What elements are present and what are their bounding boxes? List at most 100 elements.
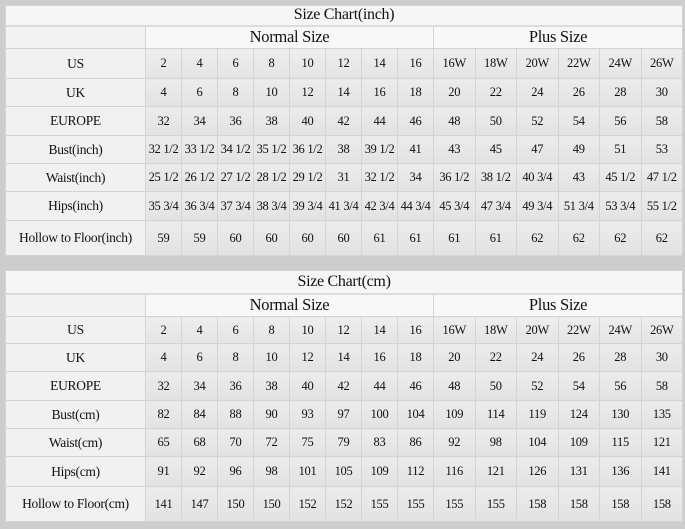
table-cell: 61 <box>433 220 476 256</box>
table-cell: 84 <box>181 400 218 429</box>
table-cell: 38 1/2 <box>474 163 517 192</box>
title-row: Size Chart(inch) <box>4 5 684 27</box>
table-cell: 38 <box>253 106 290 136</box>
table-row: UK 4 6 8 10 12 14 16 18 20 22 24 26 28 30 <box>5 78 684 107</box>
size-header-cell: 12 <box>325 48 362 79</box>
table-cell: 32 <box>145 371 182 401</box>
table-cell: 158 <box>640 486 684 522</box>
size-header-cell: 4 <box>181 48 218 79</box>
table-cell: 60 <box>217 220 254 256</box>
table-cell: 98 <box>474 428 517 457</box>
size-header-cell: 6 <box>217 48 254 79</box>
group-plus-size: Plus Size <box>432 25 684 49</box>
row-label: Bust(cm) <box>5 400 146 429</box>
table-cell: 33 1/2 <box>181 135 218 164</box>
corner-cell <box>5 25 146 49</box>
table-cell: 62 <box>516 220 559 256</box>
row-label: Hips(cm) <box>5 456 146 487</box>
table-cell: 39 3/4 <box>289 191 326 221</box>
table-row: US 2 4 6 8 10 12 14 16 16W 18W 20W 22W 24W 26W <box>5 316 684 344</box>
table-cell: 24 <box>516 78 559 107</box>
size-header-cell: 14 <box>361 48 398 79</box>
table-cell: 31 <box>325 163 362 192</box>
group-plus-size: Plus Size <box>432 293 684 317</box>
group-header-row: Normal Size Plus Size <box>5 293 684 317</box>
table-row: Hips(inch) 35 3/4 36 3/4 37 3/4 38 3/4 39 3/4… <box>5 191 684 221</box>
table-cell: 152 <box>325 486 362 522</box>
table-cell: 61 <box>474 220 517 256</box>
table-cell: 90 <box>253 400 290 429</box>
table-cell: 48 <box>433 371 476 401</box>
table-row: Waist(inch) 25 1/2 26 1/2 27 1/2 28 1/2 29 1/… <box>5 163 684 192</box>
table-cell: 88 <box>217 400 254 429</box>
row-label: Waist(cm) <box>5 428 146 457</box>
table-cell: 38 <box>325 135 362 164</box>
corner-cell <box>5 293 146 317</box>
table-cell: 18 <box>397 78 434 107</box>
row-label: Hips(inch) <box>5 191 146 221</box>
size-chart-inch: Size Chart(inch) Normal Size Plus Size US 2 4… <box>4 5 684 256</box>
table-cell: 158 <box>599 486 642 522</box>
table-cell: 53 3/4 <box>599 191 642 221</box>
table-cell: 36 <box>217 106 254 136</box>
table-cell: 36 1/2 <box>289 135 326 164</box>
group-header-row: Normal Size Plus Size <box>5 25 684 49</box>
size-header-cell: 2 <box>145 48 182 79</box>
size-header-cell: 20W <box>516 316 559 344</box>
table-cell: 44 <box>361 106 398 136</box>
table-cell: 58 <box>640 106 684 136</box>
table-cell: 136 <box>599 456 642 487</box>
table-cell: 115 <box>599 428 642 457</box>
table-cell: 20 <box>433 78 476 107</box>
size-header-cell: 16W <box>433 48 476 79</box>
table-cell: 72 <box>253 428 290 457</box>
table-cell: 26 <box>557 343 600 372</box>
table-cell: 22 <box>474 343 517 372</box>
table-cell: 35 3/4 <box>145 191 182 221</box>
table-cell: 51 <box>599 135 642 164</box>
chart-title: Size Chart(cm) <box>4 270 684 295</box>
table-cell: 14 <box>325 343 362 372</box>
table-cell: 40 <box>289 106 326 136</box>
table-cell: 62 <box>640 220 684 256</box>
table-cell: 121 <box>640 428 684 457</box>
table-cell: 62 <box>557 220 600 256</box>
table-cell: 45 <box>474 135 517 164</box>
table-cell: 62 <box>599 220 642 256</box>
table-cell: 75 <box>289 428 326 457</box>
table-cell: 42 3/4 <box>361 191 398 221</box>
table-cell: 8 <box>217 343 254 372</box>
table-cell: 58 <box>640 371 684 401</box>
table-cell: 50 <box>474 371 517 401</box>
size-header-cell: 16 <box>397 48 434 79</box>
table-cell: 6 <box>181 78 218 107</box>
row-label: Waist(inch) <box>5 163 146 192</box>
row-label: US <box>5 48 146 79</box>
table-cell: 109 <box>361 456 398 487</box>
table-cell: 135 <box>640 400 684 429</box>
table-row: Hollow to Floor(cm) 141 147 150 150 152 152 155… <box>5 486 684 522</box>
table-cell: 86 <box>397 428 434 457</box>
table-cell: 82 <box>145 400 182 429</box>
table-cell: 104 <box>397 400 434 429</box>
size-header-cell: 20W <box>516 48 559 79</box>
table-cell: 105 <box>325 456 362 487</box>
table-cell: 49 <box>557 135 600 164</box>
size-header-cell: 14 <box>361 316 398 344</box>
table-cell: 44 3/4 <box>397 191 434 221</box>
table-cell: 59 <box>181 220 218 256</box>
table-cell: 112 <box>397 456 434 487</box>
size-header-cell: 22W <box>557 48 600 79</box>
table-cell: 52 <box>516 106 559 136</box>
group-normal-size: Normal Size <box>145 25 434 49</box>
row-label: EUROPE <box>5 371 146 401</box>
table-cell: 50 <box>474 106 517 136</box>
table-cell: 34 <box>181 371 218 401</box>
table-cell: 60 <box>289 220 326 256</box>
table-cell: 30 <box>640 78 684 107</box>
size-chart-cm: Size Chart(cm) Normal Size Plus Size US 2 4 6 8… <box>4 270 684 522</box>
table-cell: 119 <box>516 400 559 429</box>
table-cell: 6 <box>181 343 218 372</box>
table-cell: 93 <box>289 400 326 429</box>
table-cell: 131 <box>557 456 600 487</box>
